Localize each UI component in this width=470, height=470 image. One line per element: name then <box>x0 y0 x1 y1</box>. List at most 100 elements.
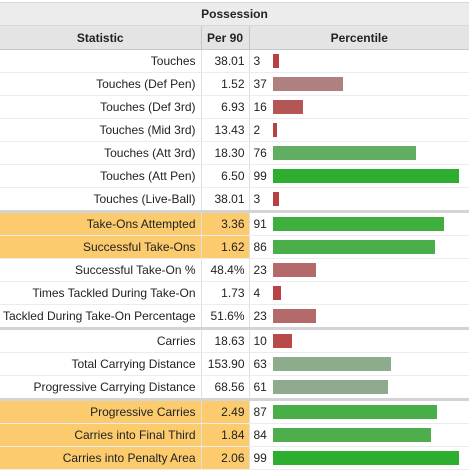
percentile-bar-track <box>272 217 464 231</box>
percentile-bar <box>272 217 444 231</box>
percentile-display: 2 <box>254 119 470 141</box>
percentile-bar <box>272 263 316 277</box>
percentile-bar <box>272 100 303 114</box>
percentile-bar <box>272 428 431 442</box>
percentile-value: 3 <box>253 192 261 206</box>
table-row: Touches 38.01 3 <box>0 49 470 73</box>
percentile-value: 86 <box>253 240 267 254</box>
percentile-bar-track <box>272 334 464 348</box>
statistic-name: Touches (Live-Ball) <box>0 187 202 212</box>
percentile-cell: 2 <box>249 118 470 142</box>
statistic-name: Touches (Def Pen) <box>0 72 202 96</box>
percentile-value: 84 <box>253 428 267 442</box>
percentile-value: 37 <box>253 77 267 91</box>
percentile-value: 63 <box>253 357 267 371</box>
percentile-cell: 3 <box>249 187 469 212</box>
percentile-cell: 91 <box>249 210 469 236</box>
table-row: Touches (Mid 3rd) 13.43 2 <box>0 118 470 142</box>
statistic-name: Carries <box>0 327 202 353</box>
statistic-name: Carries into Penalty Area <box>0 446 202 470</box>
percentile-value: 23 <box>253 309 267 323</box>
percentile-bar <box>272 169 459 183</box>
statistic-name: Progressive Carries <box>0 398 202 424</box>
percentile-display: 87 <box>253 403 470 423</box>
percentile-value: 87 <box>253 405 267 419</box>
percentile-value: 16 <box>253 100 267 114</box>
table-row: Successful Take-On % 48.4% 23 <box>0 258 470 282</box>
percentile-value: 99 <box>253 451 267 465</box>
table-row: Touches (Def 3rd) 6.93 16 <box>0 95 470 119</box>
percentile-bar-track <box>272 286 464 300</box>
percentile-cell: 37 <box>249 72 469 96</box>
statistic-name: Touches (Att 3rd) <box>0 141 202 165</box>
percentile-cell: 23 <box>249 304 469 329</box>
per-90-value: 18.63 <box>201 327 250 353</box>
percentile-value: 2 <box>253 123 261 137</box>
table-row: Total Carrying Distance 153.90 63 <box>0 352 469 376</box>
percentile-value: 91 <box>253 217 267 231</box>
per-90-value: 2.06 <box>201 446 250 470</box>
percentile-bar-track <box>272 357 464 371</box>
table-row: Progressive Carries 2.49 87 <box>0 398 470 424</box>
percentile-cell: 3 <box>249 49 470 73</box>
per-90-value: 153.90 <box>201 352 250 376</box>
percentile-display: 3 <box>254 50 470 72</box>
percentile-value: 3 <box>253 54 261 68</box>
percentile-bar <box>272 54 279 68</box>
statistic-name: Progressive Carrying Distance <box>0 375 202 400</box>
percentile-bar-track <box>272 451 464 465</box>
per-90-value: 68.56 <box>201 375 250 400</box>
table-row: Touches (Live-Ball) 38.01 3 <box>0 187 469 212</box>
statistic-name: Touches (Def 3rd) <box>0 95 202 119</box>
percentile-cell: 99 <box>249 164 470 188</box>
percentile-cell: 86 <box>249 235 470 259</box>
table-body: Touches 38.01 3 Touches (Def Pen) 1.52 37 Touc… <box>0 49 470 470</box>
percentile-bar <box>272 77 343 91</box>
percentile-bar-track <box>272 309 464 323</box>
percentile-bar <box>272 123 277 137</box>
percentile-cell: 76 <box>249 141 470 165</box>
percentile-value: 10 <box>253 334 267 348</box>
percentile-cell: 16 <box>249 95 470 119</box>
percentile-cell: 23 <box>249 258 470 282</box>
percentile-display: 4 <box>254 282 470 304</box>
table-row: Touches (Att Pen) 6.50 99 <box>0 164 470 188</box>
statistic-name: Touches (Mid 3rd) <box>0 118 202 142</box>
statistic-name: Total Carrying Distance <box>0 352 202 376</box>
table-title: Possession <box>0 2 469 26</box>
per-90-value: 1.52 <box>201 72 250 96</box>
percentile-display: 99 <box>254 165 470 187</box>
per-90-value: 13.43 <box>201 118 250 142</box>
percentile-bar <box>272 405 437 419</box>
percentile-value: 23 <box>253 263 267 277</box>
per-90-value: 51.6% <box>201 304 250 329</box>
percentile-cell: 84 <box>249 423 470 447</box>
statistic-name: Tackled During Take-On Percentage <box>0 304 202 329</box>
percentile-display: 84 <box>254 424 470 446</box>
table-row: Carries into Penalty Area 2.06 99 <box>0 446 469 470</box>
percentile-display: 10 <box>253 332 470 352</box>
percentile-value: 4 <box>253 286 261 300</box>
percentile-display: 23 <box>254 259 470 281</box>
percentile-bar <box>272 357 391 371</box>
percentile-display: 86 <box>254 236 470 258</box>
header-percentile[interactable]: Percentile <box>249 25 469 50</box>
percentile-bar-track <box>272 428 464 442</box>
percentile-display: 76 <box>254 142 470 164</box>
per-90-value: 38.01 <box>201 187 250 212</box>
table-row: Carries 18.63 10 <box>0 327 470 353</box>
per-90-value: 38.01 <box>201 49 250 73</box>
per-90-value: 1.84 <box>201 423 250 447</box>
percentile-bar <box>272 451 459 465</box>
percentile-bar <box>272 192 279 206</box>
percentile-value: 76 <box>253 146 267 160</box>
table-row: Touches (Att 3rd) 18.30 76 <box>0 141 470 165</box>
percentile-display: 16 <box>254 96 470 118</box>
table-row: Tackled During Take-On Percentage 51.6% 23 <box>0 304 469 329</box>
percentile-bar <box>272 334 292 348</box>
per-90-value: 1.62 <box>201 235 250 259</box>
percentile-bar <box>272 286 281 300</box>
header-statistic[interactable]: Statistic <box>0 25 202 50</box>
header-per-90[interactable]: Per 90 <box>201 25 250 50</box>
